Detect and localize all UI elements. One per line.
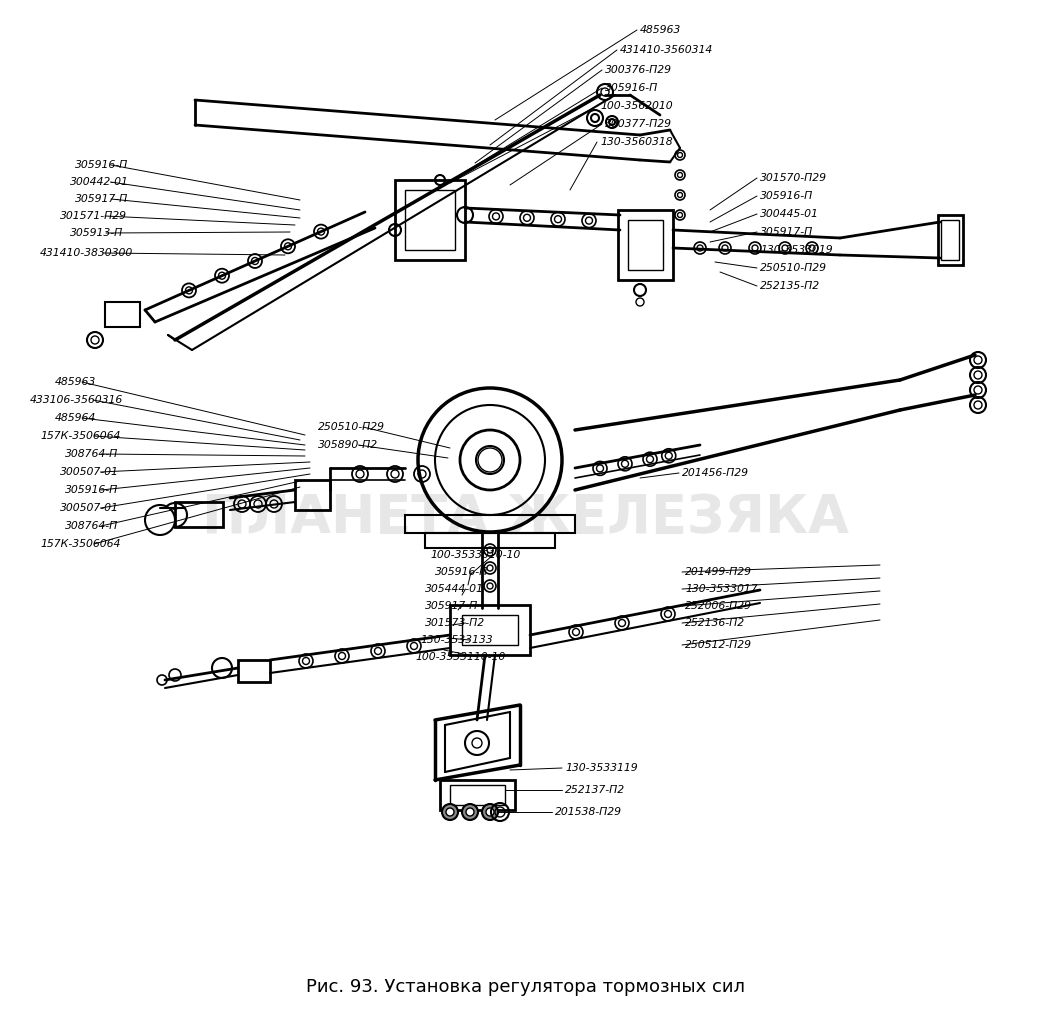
Bar xyxy=(405,515,575,533)
Text: 305890-П2: 305890-П2 xyxy=(318,440,378,450)
Bar xyxy=(462,615,518,645)
Text: 305917-П: 305917-П xyxy=(75,194,128,204)
Bar xyxy=(175,502,223,527)
Text: 485963: 485963 xyxy=(640,25,681,35)
Bar xyxy=(618,210,673,280)
Text: 100-3533110-10: 100-3533110-10 xyxy=(415,652,505,662)
Bar xyxy=(425,533,555,548)
Text: 130-3533019: 130-3533019 xyxy=(760,245,833,255)
Text: 305916-П: 305916-П xyxy=(65,485,119,495)
Circle shape xyxy=(476,446,504,474)
Text: 157К-3506064: 157К-3506064 xyxy=(40,431,121,441)
Text: 308764-П: 308764-П xyxy=(65,521,119,531)
Text: 305444-01: 305444-01 xyxy=(425,584,484,594)
Text: 157К-3506064: 157К-3506064 xyxy=(40,539,121,549)
Text: 252136-П2: 252136-П2 xyxy=(685,618,746,628)
Circle shape xyxy=(486,808,494,816)
Text: 252006-П29: 252006-П29 xyxy=(685,601,752,611)
Text: ПЛАНЕТА ЖЕЛЕЗЯКА: ПЛАНЕТА ЖЕЛЕЗЯКА xyxy=(202,491,848,544)
Text: 300445-01: 300445-01 xyxy=(760,209,819,219)
Text: 305916-П: 305916-П xyxy=(75,160,128,170)
Circle shape xyxy=(466,808,474,816)
Bar xyxy=(628,220,663,270)
Text: 130-3533119: 130-3533119 xyxy=(565,763,637,773)
Text: 485964: 485964 xyxy=(55,413,97,423)
Text: 305916-П: 305916-П xyxy=(605,83,658,93)
Text: 300377-П29: 300377-П29 xyxy=(605,119,672,129)
Text: 305913-П: 305913-П xyxy=(70,228,123,238)
Bar xyxy=(405,190,455,250)
Text: Рис. 93. Установка регулятора тормозных сил: Рис. 93. Установка регулятора тормозных … xyxy=(306,978,744,996)
Text: 252135-П2: 252135-П2 xyxy=(760,281,820,291)
Text: 305917-П: 305917-П xyxy=(760,227,814,237)
Text: 431410-3560314: 431410-3560314 xyxy=(620,45,713,55)
Text: 305917-П: 305917-П xyxy=(425,601,478,611)
Circle shape xyxy=(446,808,454,816)
Text: 201456-П29: 201456-П29 xyxy=(682,468,749,478)
Text: 305916-П: 305916-П xyxy=(760,191,814,201)
Text: 431410-3830300: 431410-3830300 xyxy=(40,248,133,258)
Bar xyxy=(941,220,959,260)
Text: 250510-П29: 250510-П29 xyxy=(760,263,827,273)
Bar xyxy=(395,180,465,260)
Text: 300442-01: 300442-01 xyxy=(70,177,129,187)
Text: 201538-П29: 201538-П29 xyxy=(555,807,622,817)
Text: 130-3560318: 130-3560318 xyxy=(600,137,673,147)
Text: 433106-3560316: 433106-3560316 xyxy=(30,395,123,405)
Text: 305916-П: 305916-П xyxy=(435,567,488,577)
Text: 250510-П29: 250510-П29 xyxy=(318,422,385,432)
Text: 201499-П29: 201499-П29 xyxy=(685,567,752,577)
Bar xyxy=(238,660,270,682)
Text: 100-3562010: 100-3562010 xyxy=(600,101,673,111)
Text: 100-3533010-10: 100-3533010-10 xyxy=(430,550,520,560)
Bar xyxy=(938,215,963,265)
Text: 300376-П29: 300376-П29 xyxy=(605,65,672,75)
Text: 300507-01: 300507-01 xyxy=(60,467,119,477)
Bar xyxy=(450,785,505,805)
Text: 300507-01: 300507-01 xyxy=(60,503,119,513)
Circle shape xyxy=(442,804,458,820)
Text: 308764-П: 308764-П xyxy=(65,449,119,459)
Bar xyxy=(450,605,530,655)
Text: 252137-П2: 252137-П2 xyxy=(565,785,625,795)
Bar xyxy=(295,480,330,510)
Bar xyxy=(105,302,140,327)
Text: 130-3533133: 130-3533133 xyxy=(420,635,492,645)
Circle shape xyxy=(145,505,175,535)
Text: 250512-П29: 250512-П29 xyxy=(685,640,752,650)
Text: 301571-П29: 301571-П29 xyxy=(60,211,127,221)
Text: 485963: 485963 xyxy=(55,377,97,387)
Circle shape xyxy=(462,804,478,820)
Text: 301570-П29: 301570-П29 xyxy=(760,173,827,183)
Bar xyxy=(440,780,514,810)
Circle shape xyxy=(482,804,498,820)
Text: 301573-П2: 301573-П2 xyxy=(425,618,485,628)
Text: 130-3533017: 130-3533017 xyxy=(685,584,758,594)
